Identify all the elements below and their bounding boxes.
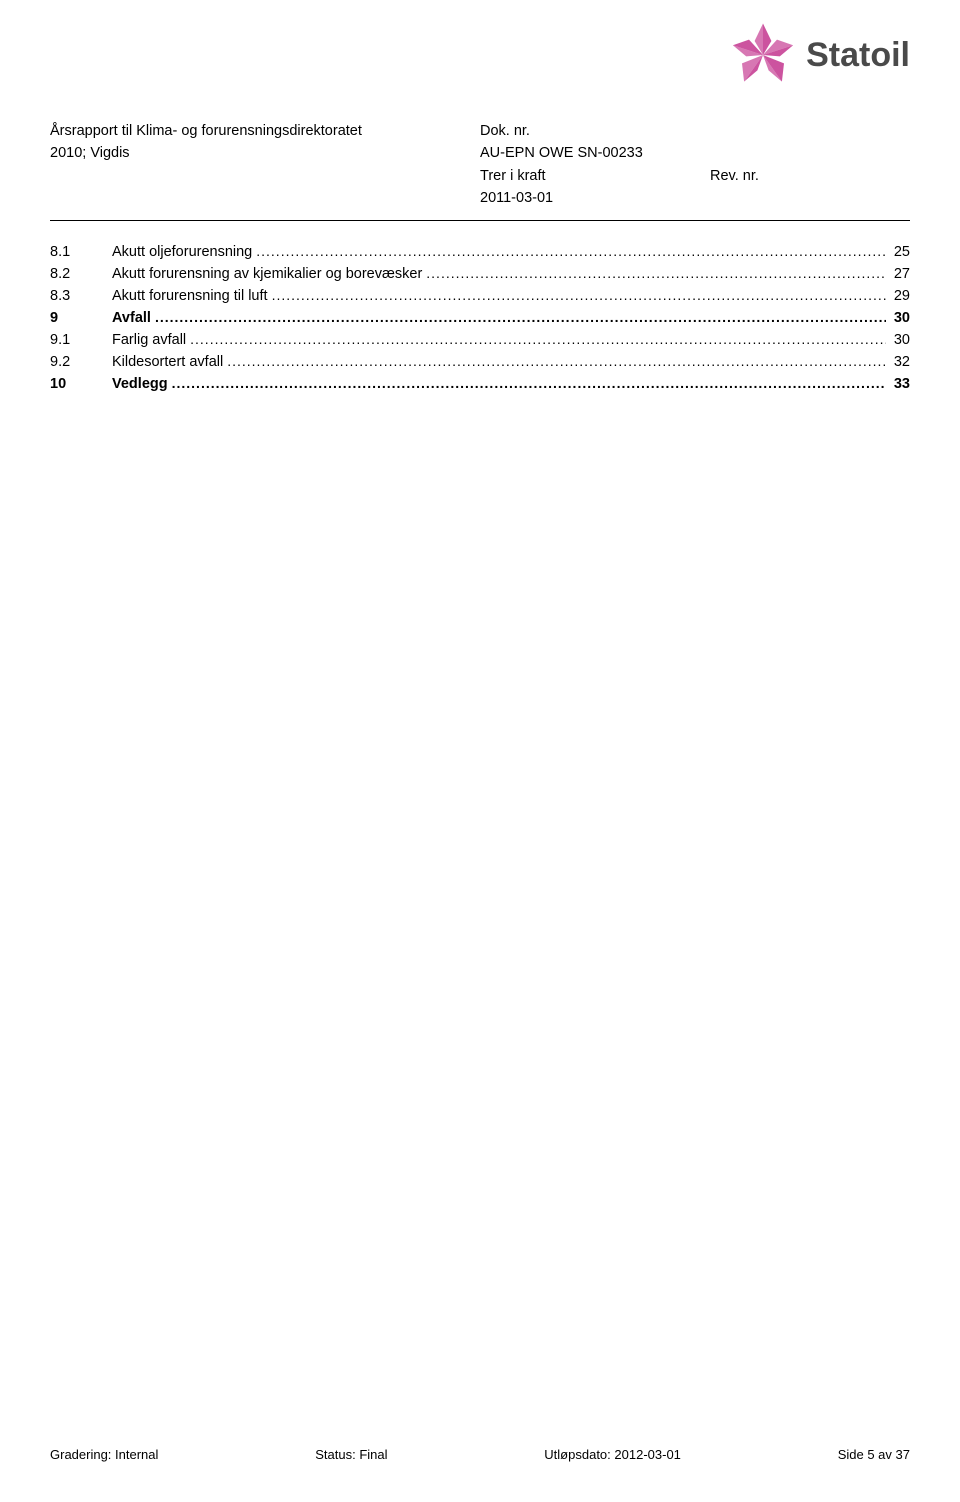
toc-number: 9 [50, 310, 112, 326]
toc-page: 29 [890, 288, 910, 304]
report-title-line1: Årsrapport til Klima- og forurensningsdi… [50, 120, 480, 142]
toc-title: Akutt forurensning av kjemikalier og bor… [112, 266, 422, 282]
toc-number: 9.2 [50, 354, 112, 370]
toc-title: Akutt oljeforurensning [112, 244, 252, 260]
utlops-label: Utløpsdato: [544, 1447, 610, 1462]
footer-page-number: Side 5 av 37 [838, 1447, 910, 1462]
star-icon [728, 20, 798, 90]
footer-status: Status: Final [315, 1447, 387, 1462]
toc-title: Farlig avfall [112, 332, 186, 348]
toc-entry: 8.1 Akutt oljeforurensning .............… [50, 243, 910, 260]
toc-number: 8.3 [50, 288, 112, 304]
kraft-label: Trer i kraft [480, 165, 710, 187]
toc-page: 32 [890, 354, 910, 370]
toc-leader-dots: ........................................… [227, 353, 886, 369]
toc-entry: 8.2 Akutt forurensning av kjemikalier og… [50, 265, 910, 282]
logo-text: Statoil [806, 36, 910, 75]
toc-entry: 9.1 Farlig avfall ......................… [50, 331, 910, 348]
doknr-value: AU-EPN OWE SN-00233 [480, 142, 710, 164]
document-header: Årsrapport til Klima- og forurensningsdi… [50, 120, 910, 210]
toc-number: 10 [50, 376, 112, 392]
toc-leader-dots: ........................................… [155, 309, 886, 325]
toc-title: Akutt forurensning til luft [112, 288, 268, 304]
toc-page: 25 [890, 244, 910, 260]
utlops-value: 2012-03-01 [614, 1447, 681, 1462]
page-footer: Gradering: Internal Status: Final Utløps… [50, 1447, 910, 1462]
grading-label: Gradering: [50, 1447, 111, 1462]
toc-title: Avfall [112, 310, 151, 326]
toc-leader-dots: ........................................… [272, 287, 886, 303]
toc-entry: 10 Vedlegg .............................… [50, 375, 910, 392]
toc-page: 33 [890, 376, 910, 392]
kraft-value: 2011-03-01 [480, 187, 710, 209]
toc-page: 30 [890, 332, 910, 348]
toc-title: Kildesortert avfall [112, 354, 223, 370]
toc-leader-dots: ........................................… [256, 243, 886, 259]
toc-entry: 8.3 Akutt forurensning til luft ........… [50, 287, 910, 304]
toc-page: 27 [890, 266, 910, 282]
footer-utlops: Utløpsdato: 2012-03-01 [544, 1447, 681, 1462]
grading-value: Internal [115, 1447, 158, 1462]
toc-title: Vedlegg [112, 376, 168, 392]
table-of-contents: 8.1 Akutt oljeforurensning .............… [50, 243, 910, 392]
footer-grading: Gradering: Internal [50, 1447, 158, 1462]
toc-leader-dots: ........................................… [172, 375, 886, 391]
toc-entry: 9.2 Kildesortert avfall ................… [50, 353, 910, 370]
revnr-label: Rev. nr. [710, 165, 870, 187]
toc-page: 30 [890, 310, 910, 326]
toc-number: 9.1 [50, 332, 112, 348]
toc-entry: 9 Avfall ...............................… [50, 309, 910, 326]
company-logo: Statoil [728, 20, 910, 90]
toc-leader-dots: ........................................… [426, 265, 886, 281]
doknr-label: Dok. nr. [480, 120, 710, 142]
status-value: Final [359, 1447, 387, 1462]
toc-number: 8.2 [50, 266, 112, 282]
status-label: Status: [315, 1447, 355, 1462]
toc-leader-dots: ........................................… [190, 331, 886, 347]
toc-number: 8.1 [50, 244, 112, 260]
report-title-line2: 2010; Vigdis [50, 142, 480, 164]
header-divider [50, 220, 910, 221]
